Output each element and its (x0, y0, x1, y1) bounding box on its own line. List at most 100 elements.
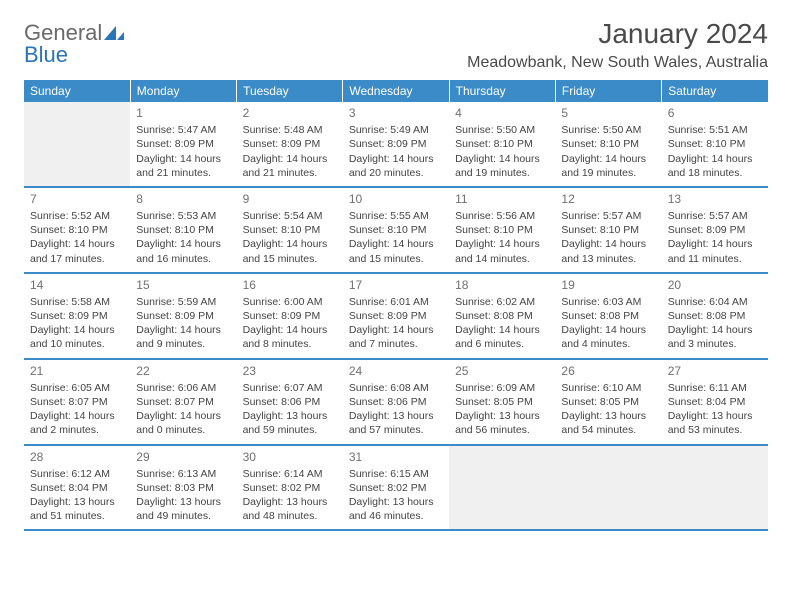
day-detail-line: Sunset: 8:10 PM (30, 223, 124, 237)
day-detail-line: and 54 minutes. (561, 423, 655, 437)
day-detail-line: Daylight: 13 hours (136, 495, 230, 509)
day-detail-line: Sunrise: 6:15 AM (349, 467, 443, 481)
day-detail-line: Sunset: 8:07 PM (136, 395, 230, 409)
day-detail-line: Daylight: 13 hours (668, 409, 762, 423)
day-number: 7 (30, 191, 124, 207)
day-detail-line: Sunset: 8:10 PM (668, 137, 762, 151)
calendar-week-row: 14Sunrise: 5:58 AMSunset: 8:09 PMDayligh… (24, 273, 768, 359)
day-detail-line: Sunrise: 6:00 AM (243, 295, 337, 309)
day-detail-line: and 8 minutes. (243, 337, 337, 351)
day-number: 26 (561, 363, 655, 379)
logo-text: General Blue (24, 22, 124, 66)
calendar-day-cell: 14Sunrise: 5:58 AMSunset: 8:09 PMDayligh… (24, 273, 130, 359)
day-detail-line: Sunrise: 6:09 AM (455, 381, 549, 395)
calendar-day-cell: 18Sunrise: 6:02 AMSunset: 8:08 PMDayligh… (449, 273, 555, 359)
calendar-week-row: 7Sunrise: 5:52 AMSunset: 8:10 PMDaylight… (24, 187, 768, 273)
calendar-day-cell: 22Sunrise: 6:06 AMSunset: 8:07 PMDayligh… (130, 359, 236, 445)
day-detail-line: and 59 minutes. (243, 423, 337, 437)
day-detail-line: and 13 minutes. (561, 252, 655, 266)
day-detail-line: Sunrise: 6:13 AM (136, 467, 230, 481)
day-detail-line: and 49 minutes. (136, 509, 230, 523)
day-detail-line: Sunset: 8:09 PM (349, 309, 443, 323)
calendar-day-cell: 21Sunrise: 6:05 AMSunset: 8:07 PMDayligh… (24, 359, 130, 445)
day-detail-line: Daylight: 14 hours (136, 323, 230, 337)
day-detail-line: Sunrise: 5:54 AM (243, 209, 337, 223)
day-detail-line: Sunset: 8:03 PM (136, 481, 230, 495)
day-detail-line: Sunset: 8:04 PM (30, 481, 124, 495)
day-number: 23 (243, 363, 337, 379)
calendar-day-cell: 5Sunrise: 5:50 AMSunset: 8:10 PMDaylight… (555, 102, 661, 187)
day-number: 6 (668, 105, 762, 121)
day-detail-line: Daylight: 13 hours (455, 409, 549, 423)
month-title: January 2024 (467, 18, 768, 50)
day-detail-line: Sunrise: 5:49 AM (349, 123, 443, 137)
day-detail-line: and 2 minutes. (30, 423, 124, 437)
day-detail-line: and 46 minutes. (349, 509, 443, 523)
calendar-day-cell: 15Sunrise: 5:59 AMSunset: 8:09 PMDayligh… (130, 273, 236, 359)
day-detail-line: Sunset: 8:10 PM (455, 137, 549, 151)
calendar-page: General Blue January 2024 Meadowbank, Ne… (0, 0, 792, 549)
day-detail-line: Sunrise: 5:58 AM (30, 295, 124, 309)
day-number: 22 (136, 363, 230, 379)
day-detail-line: and 15 minutes. (243, 252, 337, 266)
day-number: 29 (136, 449, 230, 465)
weekday-header: Thursday (449, 80, 555, 102)
day-detail-line: Daylight: 14 hours (455, 152, 549, 166)
calendar-day-cell: 1Sunrise: 5:47 AMSunset: 8:09 PMDaylight… (130, 102, 236, 187)
day-detail-line: Daylight: 14 hours (455, 237, 549, 251)
day-number: 3 (349, 105, 443, 121)
day-number: 1 (136, 105, 230, 121)
day-number: 21 (30, 363, 124, 379)
day-detail-line: Sunrise: 5:59 AM (136, 295, 230, 309)
day-detail-line: Sunrise: 5:47 AM (136, 123, 230, 137)
calendar-day-cell (555, 445, 661, 531)
day-detail-line: Daylight: 14 hours (349, 323, 443, 337)
day-detail-line: and 19 minutes. (561, 166, 655, 180)
calendar-week-row: 1 Sunrise: 5:47 AM Sunset: 8:09 PM Daylight… (24, 102, 768, 187)
day-detail-line: and 21 minutes. (243, 166, 337, 180)
day-detail-line: Sunrise: 6:14 AM (243, 467, 337, 481)
calendar-day-cell: 30Sunrise: 6:14 AMSunset: 8:02 PMDayligh… (237, 445, 343, 531)
day-detail-line: and 11 minutes. (668, 252, 762, 266)
day-number: 31 (349, 449, 443, 465)
day-detail-line: Daylight: 14 hours (30, 323, 124, 337)
calendar-table: SundayMondayTuesdayWednesdayThursdayFrid… (24, 80, 768, 531)
calendar-day-cell: 12Sunrise: 5:57 AMSunset: 8:10 PMDayligh… (555, 187, 661, 273)
day-detail-line: Sunrise: 6:05 AM (30, 381, 124, 395)
day-number: 10 (349, 191, 443, 207)
day-detail-line: Sunset: 8:09 PM (349, 137, 443, 151)
calendar-day-cell: 4Sunrise: 5:50 AMSunset: 8:10 PMDaylight… (449, 102, 555, 187)
day-detail-line: and 17 minutes. (30, 252, 124, 266)
calendar-day-cell: 29 Sunrise: 6:13 AMSunset: 8:03 PMDayligh… (130, 445, 236, 531)
calendar-day-cell: 28Sunrise: 6:12 AMSunset: 8:04 PMDayligh… (24, 445, 130, 531)
day-detail-line: Daylight: 14 hours (561, 152, 655, 166)
day-detail-line: and 53 minutes. (668, 423, 762, 437)
day-number: 2 (243, 105, 337, 121)
day-detail-line: Daylight: 13 hours (561, 409, 655, 423)
day-detail-line: and 9 minutes. (136, 337, 230, 351)
calendar-day-cell: 20Sunrise: 6:04 AMSunset: 8:08 PMDayligh… (662, 273, 768, 359)
day-detail-line: Sunset: 8:09 PM (136, 309, 230, 323)
day-detail-line: Sunset: 8:07 PM (30, 395, 124, 409)
day-detail-line: Sunset: 8:10 PM (243, 223, 337, 237)
day-detail-line: and 7 minutes. (349, 337, 443, 351)
calendar-day-cell: 10Sunrise: 5:55 AMSunset: 8:10 PMDayligh… (343, 187, 449, 273)
day-detail-line: Daylight: 14 hours (136, 152, 230, 166)
day-detail-line: Sunset: 8:06 PM (243, 395, 337, 409)
calendar-week-row: 21Sunrise: 6:05 AMSunset: 8:07 PMDayligh… (24, 359, 768, 445)
day-detail-line: Sunset: 8:05 PM (561, 395, 655, 409)
day-number: 13 (668, 191, 762, 207)
day-detail-line: and 14 minutes. (455, 252, 549, 266)
day-detail-line: and 20 minutes. (349, 166, 443, 180)
day-detail-line: and 57 minutes. (349, 423, 443, 437)
day-detail-line: Daylight: 14 hours (455, 323, 549, 337)
day-detail-line: Sunset: 8:10 PM (136, 223, 230, 237)
calendar-day-cell: 24Sunrise: 6:08 AMSunset: 8:06 PMDayligh… (343, 359, 449, 445)
day-number: 12 (561, 191, 655, 207)
day-detail-line: Daylight: 14 hours (668, 152, 762, 166)
day-detail-line: Sunset: 8:05 PM (455, 395, 549, 409)
day-detail-line: Daylight: 13 hours (243, 409, 337, 423)
calendar-day-cell: 7Sunrise: 5:52 AMSunset: 8:10 PMDaylight… (24, 187, 130, 273)
day-detail-line: Sunrise: 6:08 AM (349, 381, 443, 395)
day-detail-line: Sunset: 8:08 PM (455, 309, 549, 323)
